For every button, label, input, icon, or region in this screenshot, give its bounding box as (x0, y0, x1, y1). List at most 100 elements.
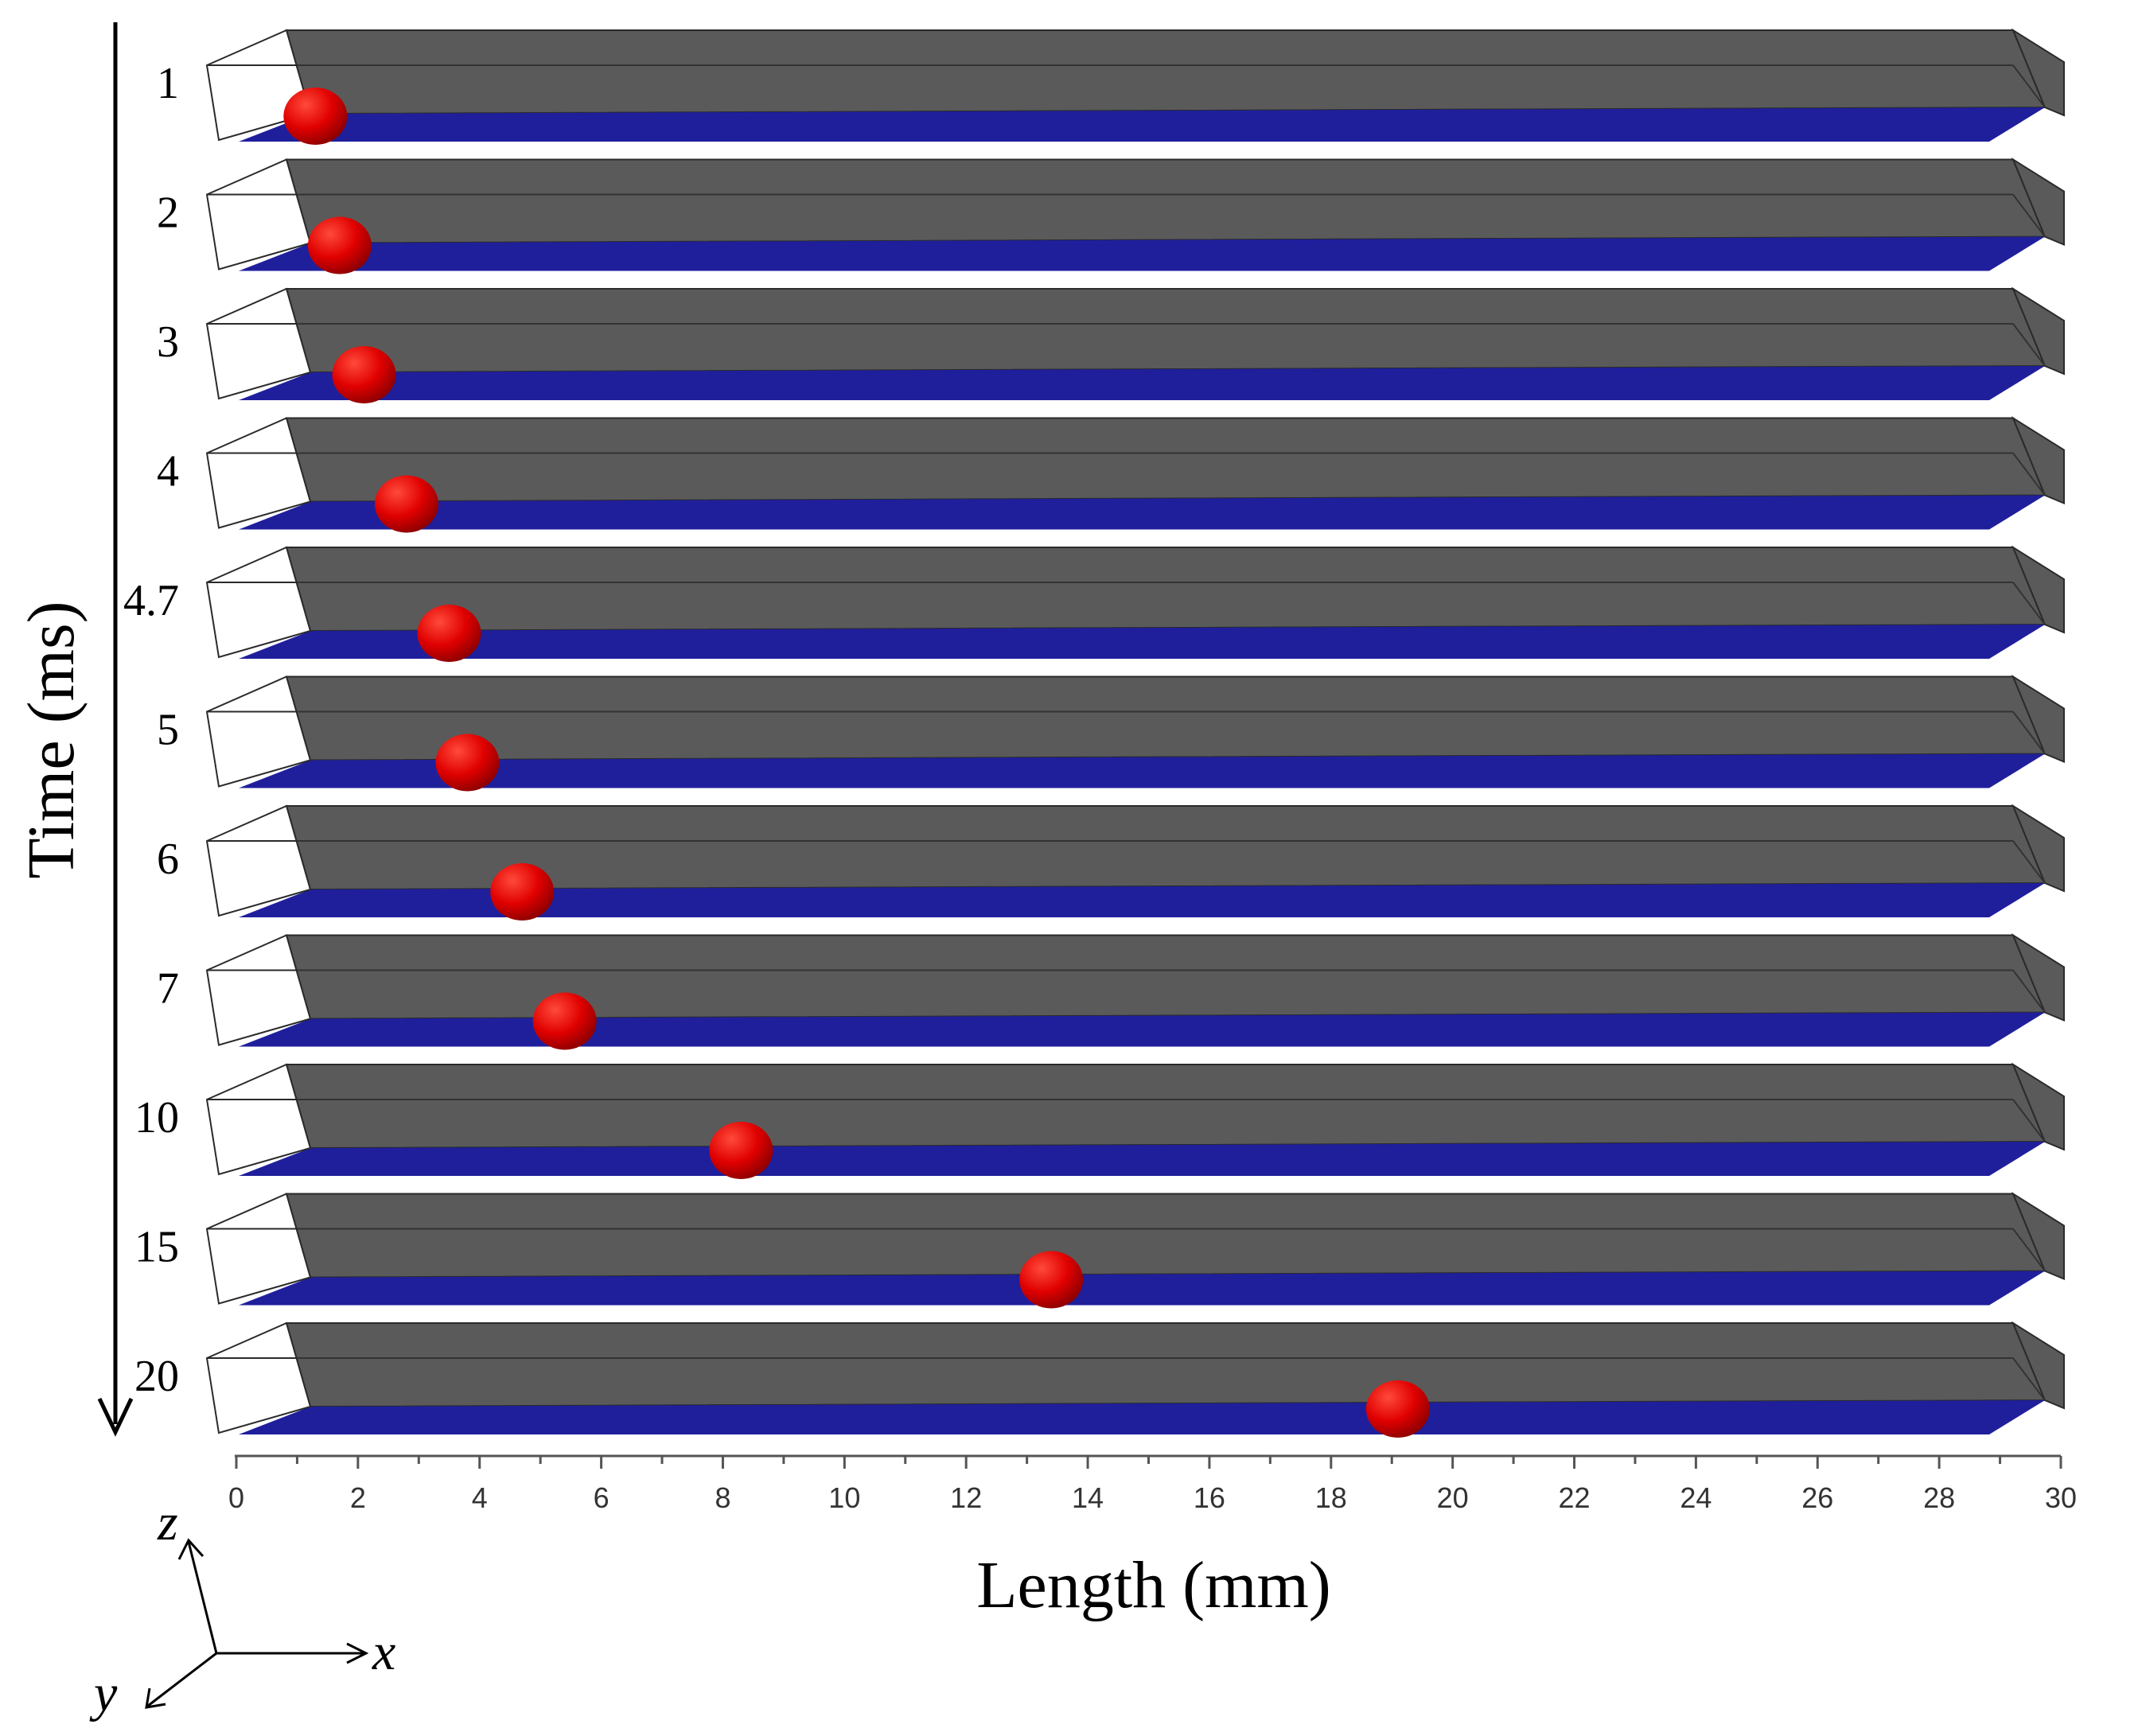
channel-frame: 5 (157, 675, 2065, 792)
x-axis-label: Length (mm) (976, 1548, 1331, 1622)
triad-z-label: z (157, 1493, 178, 1551)
channel-floor (239, 1142, 2045, 1176)
channel-end-edge (2012, 1228, 2046, 1272)
time-label: 1 (157, 59, 179, 108)
channel-floor (239, 107, 2045, 142)
x-tick-label: 30 (2045, 1481, 2077, 1514)
time-axis-arrowhead (97, 1397, 134, 1437)
droplet (532, 992, 597, 1050)
channel-back-wall (285, 158, 2046, 244)
time-axis: Time (ms) (14, 22, 134, 1437)
x-tick-label: 20 (1437, 1481, 1469, 1514)
triad-z-line (187, 1541, 218, 1654)
x-tick-label: 2 (350, 1481, 366, 1514)
channel-end-face (2011, 675, 2065, 763)
time-label: 5 (157, 706, 179, 755)
droplet (709, 1122, 773, 1179)
channel-end-face (2011, 416, 2065, 504)
x-tick-label: 6 (594, 1481, 609, 1514)
channel-frame: 2 (157, 158, 2065, 274)
channel-end-edge (2012, 193, 2046, 238)
channel-floor (239, 753, 2045, 788)
droplet (1019, 1251, 1084, 1309)
channel-end-edge (2012, 582, 2046, 625)
channel-frame: 15 (134, 1192, 2065, 1309)
channel-end-face (2011, 1192, 2065, 1280)
channel-frame: 20 (134, 1321, 2065, 1438)
channel-end-face (2011, 1321, 2065, 1410)
time-label: 6 (157, 835, 179, 884)
channel-end-face (2011, 804, 2065, 893)
channel-open-end (205, 934, 312, 1046)
x-tick-label: 4 (472, 1481, 488, 1514)
channel-end-face (2011, 545, 2065, 634)
channel-floor (239, 625, 2045, 659)
channel-frame: 1 (157, 28, 2065, 145)
triad-y-arrowhead (145, 1687, 166, 1709)
channel-end-face (2011, 933, 2065, 1022)
channel-back-wall (285, 547, 2046, 633)
channel-floor (239, 1271, 2045, 1306)
channel-back-wall (285, 1064, 2046, 1150)
x-tick-label: 0 (228, 1481, 244, 1514)
channel-floor (239, 236, 2045, 271)
x-tick-label: 14 (1072, 1481, 1104, 1514)
droplet (417, 605, 481, 662)
channel-open-end (205, 546, 312, 659)
channel-open-end (205, 287, 312, 400)
time-label: 4.7 (123, 576, 179, 625)
droplet (375, 475, 439, 533)
channel-frame: 4 (157, 416, 2065, 533)
channel-frame: 7 (157, 933, 2065, 1050)
channel-open-end (205, 1063, 312, 1176)
channel-floor (239, 366, 2045, 400)
channel-open-end (205, 804, 312, 917)
channel-frames: 1 2 3 4 4.7 5 6 7 10 15 20 (123, 28, 2065, 1438)
x-tick-label: 28 (1923, 1481, 1955, 1514)
triad-z-arrowhead (177, 1538, 204, 1560)
triad-y-line (147, 1652, 217, 1707)
channel-end-edge (2012, 452, 2046, 496)
droplet (332, 346, 396, 403)
time-label: 7 (157, 964, 179, 1014)
droplet (435, 734, 500, 792)
time-label: 10 (134, 1093, 179, 1142)
channel-end-face (2011, 1062, 2065, 1151)
axis-triad (145, 1538, 369, 1709)
channel-end-edge (2012, 323, 2046, 367)
channel-back-wall (285, 805, 2046, 891)
channel-frame: 10 (134, 1062, 2065, 1179)
triad-x-arrowhead (346, 1642, 369, 1664)
y-axis-label: Time (ms) (14, 601, 88, 878)
triad-y-label: y (89, 1664, 118, 1722)
x-tick-label: 22 (1559, 1481, 1591, 1514)
x-tick-label: 12 (950, 1481, 982, 1514)
channel-floor (239, 1400, 2045, 1434)
triad-x-label: x (372, 1623, 395, 1681)
droplet (283, 88, 348, 145)
x-tick-label: 8 (715, 1481, 730, 1514)
x-tick-label: 16 (1194, 1481, 1225, 1514)
time-label: 15 (134, 1223, 179, 1272)
x-tick-label: 18 (1315, 1481, 1347, 1514)
channel-back-wall (285, 1322, 2046, 1408)
channel-frame: 3 (157, 286, 2065, 403)
channel-back-wall (285, 675, 2046, 761)
channel-floor (239, 883, 2045, 917)
channel-back-wall (285, 29, 2046, 115)
channel-back-wall (285, 288, 2046, 374)
channel-floor (239, 495, 2045, 530)
droplet (1365, 1380, 1430, 1438)
length-axis: Length (mm) 0 2 4 6 8 10 12 14 16 18 20 22 24 26 28 30 (228, 1454, 2077, 1622)
channel-end-face (2011, 28, 2065, 117)
time-label: 4 (157, 447, 179, 496)
x-tick-label: 24 (1680, 1481, 1712, 1514)
channel-open-end (205, 675, 312, 788)
channel-end-edge (2012, 64, 2046, 108)
channel-open-end (205, 1193, 312, 1305)
x-tick-label: 10 (828, 1481, 860, 1514)
channel-open-end (205, 1321, 312, 1434)
channel-floor (239, 1012, 2045, 1047)
droplet (490, 863, 555, 921)
